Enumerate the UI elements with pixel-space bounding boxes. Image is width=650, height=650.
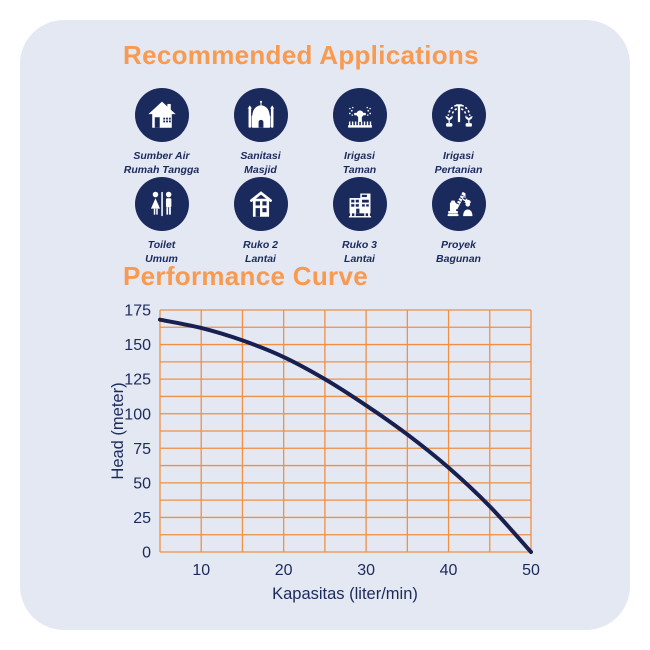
application-item-proyek-bagunan: Proyek Bagunan	[409, 177, 508, 265]
y-tick-label: 25	[133, 510, 151, 527]
application-item-irigasi-pertanian: Irigasi Pertanian	[409, 88, 508, 176]
application-label: Ruko 3 Lantai	[341, 239, 377, 265]
mosque-icon	[233, 88, 288, 142]
restroom-icon	[134, 177, 189, 231]
performance-section-title: Performance Curve	[123, 261, 368, 291]
farm-irrigation-icon	[431, 88, 486, 142]
application-label: Sumber Air Rumah Tangga	[123, 150, 200, 176]
application-item-sanitasi-masjid: Sanitasi Masjid	[211, 88, 310, 176]
x-tick-label: 20	[275, 562, 293, 579]
performance-curve	[158, 317, 533, 554]
y-tick-label: 150	[124, 337, 151, 354]
application-label: Sanitasi Masjid	[240, 150, 281, 176]
application-label: Irigasi Taman	[342, 150, 377, 176]
y-tick-label: 50	[133, 475, 151, 492]
performance-chart: 10 20 30 40 50 0 25 50 75 100 125 150 175 Kapasitas …	[109, 303, 540, 603]
x-tick-label: 50	[522, 562, 540, 579]
y-tick-label: 125	[124, 372, 151, 389]
application-item-ruko-2: Ruko 2 Lantai	[211, 177, 310, 265]
application-item-sumber-air: Sumber Air Rumah Tangga	[112, 88, 211, 176]
application-label: Irigasi Pertanian	[434, 150, 483, 176]
y-tick-label: 75	[133, 441, 151, 458]
x-tick-label: 30	[357, 562, 375, 579]
construction-crane-icon	[431, 177, 486, 231]
y-tick-label: 175	[124, 303, 151, 320]
y-tick-label: 0	[142, 545, 151, 562]
x-axis-title: Kapasitas (liter/min)	[272, 585, 418, 603]
house-icon	[134, 88, 189, 142]
application-item-ruko-3: Ruko 3 Lantai	[310, 177, 409, 265]
applications-grid: Sumber Air Rumah Tangga Sanitasi Masjid	[112, 88, 508, 265]
x-tick-label: 10	[192, 562, 210, 579]
application-label: Ruko 2 Lantai	[242, 239, 278, 265]
application-label: Proyek Bagunan	[436, 239, 481, 265]
applications-section-title: Recommended Applications	[123, 40, 479, 70]
application-item-toilet-umum: Toilet Umum	[112, 177, 211, 265]
y-axis-title: Head (meter)	[109, 382, 127, 479]
y-tick-label: 100	[124, 406, 151, 423]
application-item-irigasi-taman: Irigasi Taman	[310, 88, 409, 176]
shophouse-2-story-icon	[233, 177, 288, 231]
chart-tick-labels: 10 20 30 40 50 0 25 50 75 100 125 150 175	[124, 303, 540, 579]
chart-grid	[159, 309, 532, 553]
application-label: Toilet Umum	[145, 239, 178, 265]
x-tick-label: 40	[440, 562, 458, 579]
garden-sprinkler-icon	[332, 88, 387, 142]
shophouse-3-story-icon	[332, 177, 387, 231]
